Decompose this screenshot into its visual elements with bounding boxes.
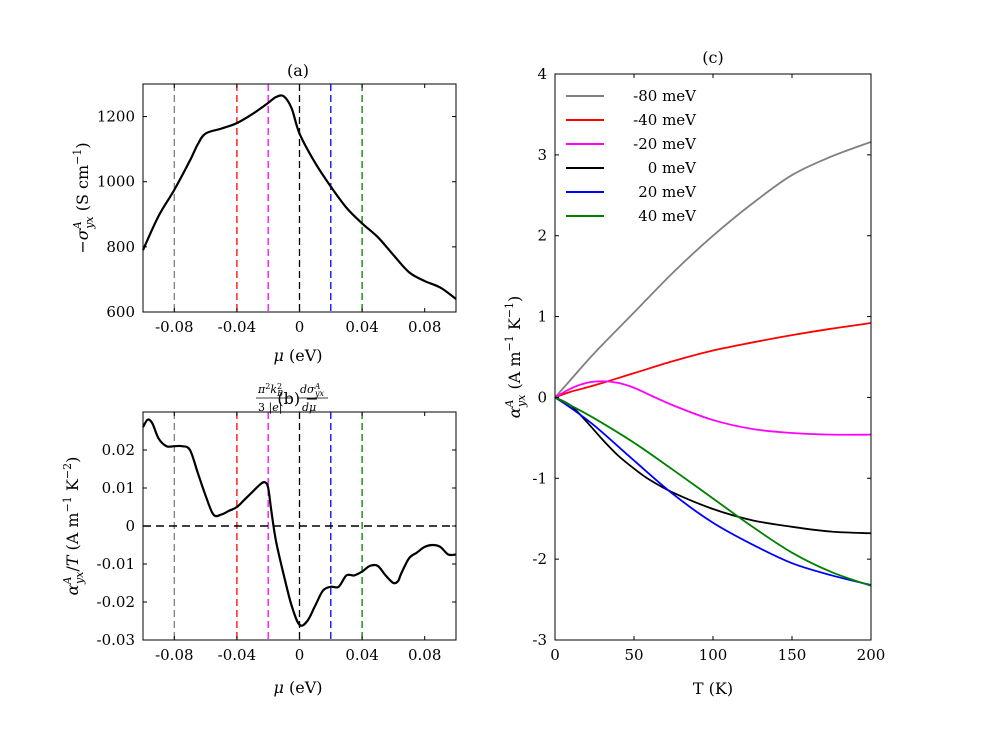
panel-c-xtick-label: 200 xyxy=(857,646,886,664)
panel-c-series-line xyxy=(554,141,872,399)
panel-c-series-line xyxy=(554,380,872,436)
panel-c-series-line xyxy=(554,396,872,535)
panel-a-ylabel: −σAyx (S cm−1) xyxy=(71,142,96,253)
panel-c-xtick-label: 150 xyxy=(778,646,807,664)
panel-b: (b) − π2k2 B 3 |e| dσA yx dμ -0.08 -0.04 0 0.… xyxy=(61,382,457,697)
panel-c-ytick-label: 0 xyxy=(537,388,547,406)
panel-b-xtick-label: -0.08 xyxy=(155,646,193,664)
panel-c-series-line xyxy=(554,396,872,586)
panel-a-xtick-label: 0 xyxy=(295,318,305,336)
panel-c-ytick-label: -2 xyxy=(532,550,547,568)
panel-b-xtick-label: -0.04 xyxy=(218,646,256,664)
panel-a-series-line xyxy=(141,94,457,300)
panel-a-ytick-label: 1000 xyxy=(97,173,135,191)
panel-a-ytick-label: 600 xyxy=(106,303,135,321)
panel-c-xlabel: T (K) xyxy=(693,679,733,698)
panel-a-ytick-label: 800 xyxy=(106,238,135,256)
panel-a-xtick-label: -0.04 xyxy=(218,318,256,336)
formula-num: π2k2 B xyxy=(257,382,283,398)
panel-c-xtick-label: 100 xyxy=(699,646,728,664)
panel-c-ylabel: αAyx (A m−1 K−1) xyxy=(503,296,528,419)
panel-c-legend: -80 meV -40 meV -20 meV 0 meV 20 meV 40 meV xyxy=(566,87,697,225)
panel-b-xlabel: μ (eV) xyxy=(274,678,323,697)
panel-a: (a) -0.08 -0.04 0 0.04 0.08 600 800 1000 1200 μ… xyxy=(71,61,457,365)
panel-c-series-line xyxy=(554,396,872,587)
panel-c-ytick-label: 1 xyxy=(537,308,547,326)
panel-b-xtick-label: 0.04 xyxy=(345,646,378,664)
panel-b-ylabel: αAyx/T (A m−1 K−2) xyxy=(61,457,86,596)
panel-c-title: (c) xyxy=(702,48,723,67)
legend-label: 0 meV xyxy=(648,159,697,177)
panel-c-series-line xyxy=(554,322,872,399)
formula-dnum: dσA yx xyxy=(300,382,325,398)
panel-b-xtick-label: 0.08 xyxy=(408,646,441,664)
panel-b-ytick-label: -0.02 xyxy=(97,593,135,611)
panel-a-xtick-label: 0.08 xyxy=(408,318,441,336)
formula-den: 3 |e| xyxy=(258,401,282,415)
panel-b-series-line xyxy=(142,418,457,627)
panel-c-ytick-label: 3 xyxy=(537,146,547,164)
panel-c-xtick-label: 0 xyxy=(550,646,560,664)
panel-a-title: (a) xyxy=(287,61,309,80)
panel-a-ytick-label: 1200 xyxy=(97,108,135,126)
panel-c-ytick-label: -3 xyxy=(532,631,547,649)
legend-label: -40 meV xyxy=(633,111,697,129)
panel-c-xtick-label: 50 xyxy=(624,646,643,664)
panel-c-ytick-label: -1 xyxy=(532,469,547,487)
formula-dden: dμ xyxy=(302,401,316,414)
panel-c: (c) 0 50 100 150 200 -3 -2 -1 0 1 2 3 4 T (K) αAyx … xyxy=(503,48,885,698)
panel-b-ytick-label: 0.01 xyxy=(102,479,135,497)
legend-label: 20 meV xyxy=(638,183,697,201)
panel-b-ytick-label: -0.01 xyxy=(97,555,135,573)
panel-c-ytick-label: 4 xyxy=(537,65,547,83)
legend-label: -80 meV xyxy=(633,87,697,105)
legend-label: 40 meV xyxy=(638,207,697,225)
legend-label: -20 meV xyxy=(633,135,697,153)
panel-a-xlabel: μ (eV) xyxy=(274,346,323,365)
panel-b-ytick-label: 0 xyxy=(125,517,135,535)
panel-a-xtick-label: 0.04 xyxy=(345,318,378,336)
panel-b-ytick-label: -0.03 xyxy=(97,631,135,649)
panel-b-title: (b) − xyxy=(277,389,318,408)
panel-c-ytick-label: 2 xyxy=(537,227,547,245)
panel-b-xtick-label: 0 xyxy=(295,646,305,664)
panel-a-xtick-label: -0.08 xyxy=(155,318,193,336)
panel-b-ytick-label: 0.02 xyxy=(102,441,135,459)
